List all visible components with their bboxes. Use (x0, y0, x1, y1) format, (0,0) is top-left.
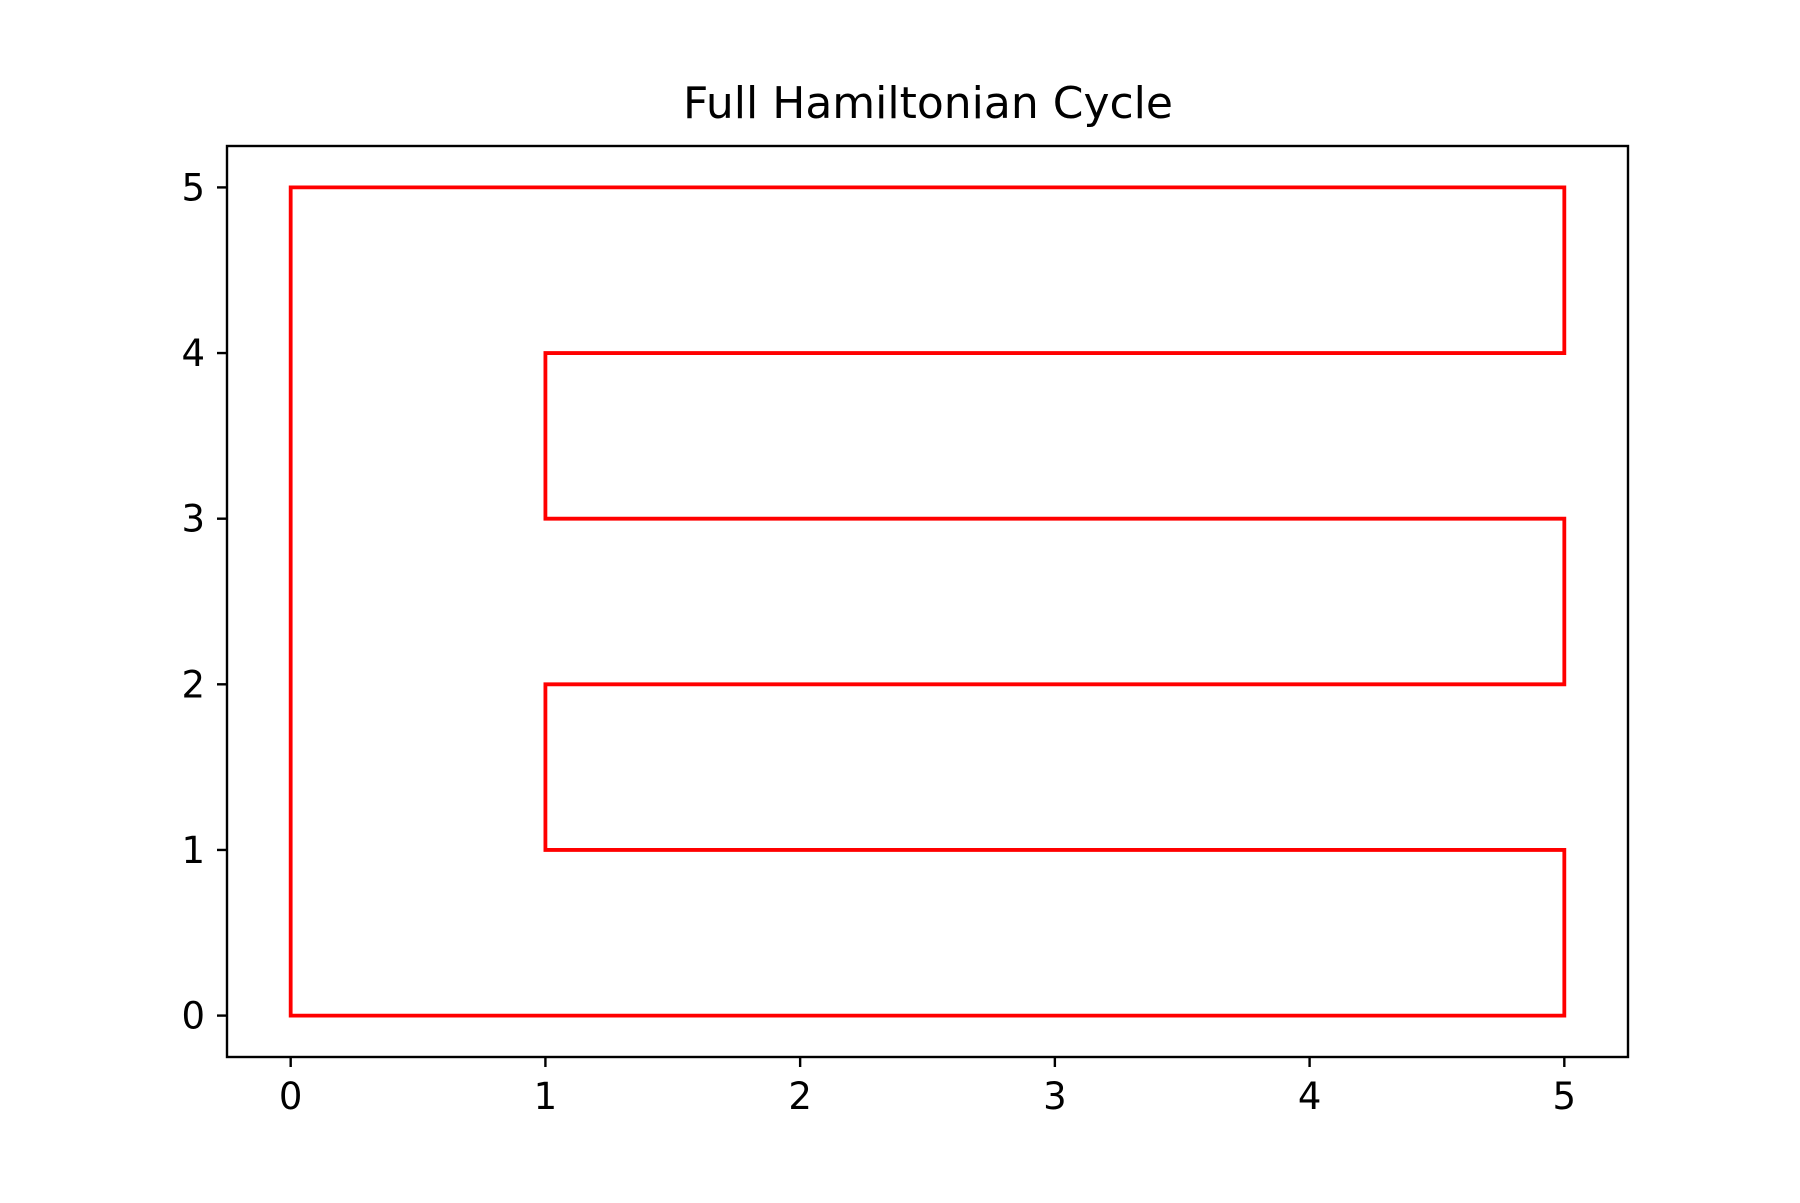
y-axis: 0 1 2 3 4 5 (181, 166, 227, 1038)
chart-title: Full Hamiltonian Cycle (683, 78, 1173, 129)
plot-frame (225, 144, 1630, 1059)
y-tick-label: 4 (181, 332, 205, 375)
series-line (288, 185, 1567, 1018)
x-axis: 0 1 2 3 4 5 (279, 1057, 1576, 1118)
x-tick-label: 4 (1298, 1075, 1322, 1118)
y-tick-label: 0 (181, 995, 205, 1038)
y-tick-label: 2 (181, 663, 205, 706)
x-tick-label: 5 (1553, 1075, 1577, 1118)
y-tick-label: 1 (181, 829, 205, 872)
series-layer (288, 185, 1567, 1018)
x-tick-label: 3 (1043, 1075, 1067, 1118)
x-tick-label: 2 (788, 1075, 812, 1118)
x-tick-label: 0 (279, 1075, 303, 1118)
y-tick-label: 5 (181, 166, 205, 209)
x-tick-label: 1 (534, 1075, 558, 1118)
y-tick-label: 3 (181, 498, 205, 541)
